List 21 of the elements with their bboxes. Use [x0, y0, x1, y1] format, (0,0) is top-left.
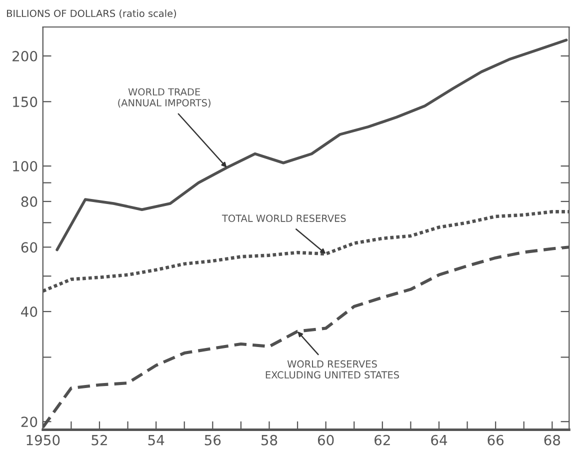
x-tick-label: 56	[204, 434, 221, 446]
x-tick-label: 66	[488, 434, 504, 446]
x-tick-label: 68	[544, 434, 560, 446]
y-tick-label: 100	[13, 160, 38, 172]
y-tick-label: 60	[21, 242, 38, 253]
x-tick-label: 62	[374, 434, 390, 446]
y-tick-label: 150	[13, 96, 38, 108]
annotation: TOTAL WORLD RESERVES	[222, 214, 346, 222]
x-tick-label: 58	[261, 434, 278, 446]
y-tick-label: 40	[21, 306, 38, 318]
x-tick-label: 60	[318, 434, 334, 446]
x-tick-label: 54	[148, 435, 164, 446]
annotation: WORLD TRADE (ANNUAL IMPORTS)	[118, 88, 210, 108]
y-tick-label: 20	[21, 416, 38, 428]
x-tick-label: 52	[92, 434, 107, 446]
y-tick-label: 200	[12, 50, 38, 62]
annotation: WORLD RESERVES EXCLUDING UNITED STATES	[266, 360, 400, 379]
y-tick-label: 80	[21, 196, 38, 207]
x-tick-label: 64	[431, 434, 448, 446]
x-tick-label: 1950	[26, 434, 60, 446]
y-axis-title: BILLIONS OF DOLLARS (ratio scale)	[7, 10, 176, 18]
